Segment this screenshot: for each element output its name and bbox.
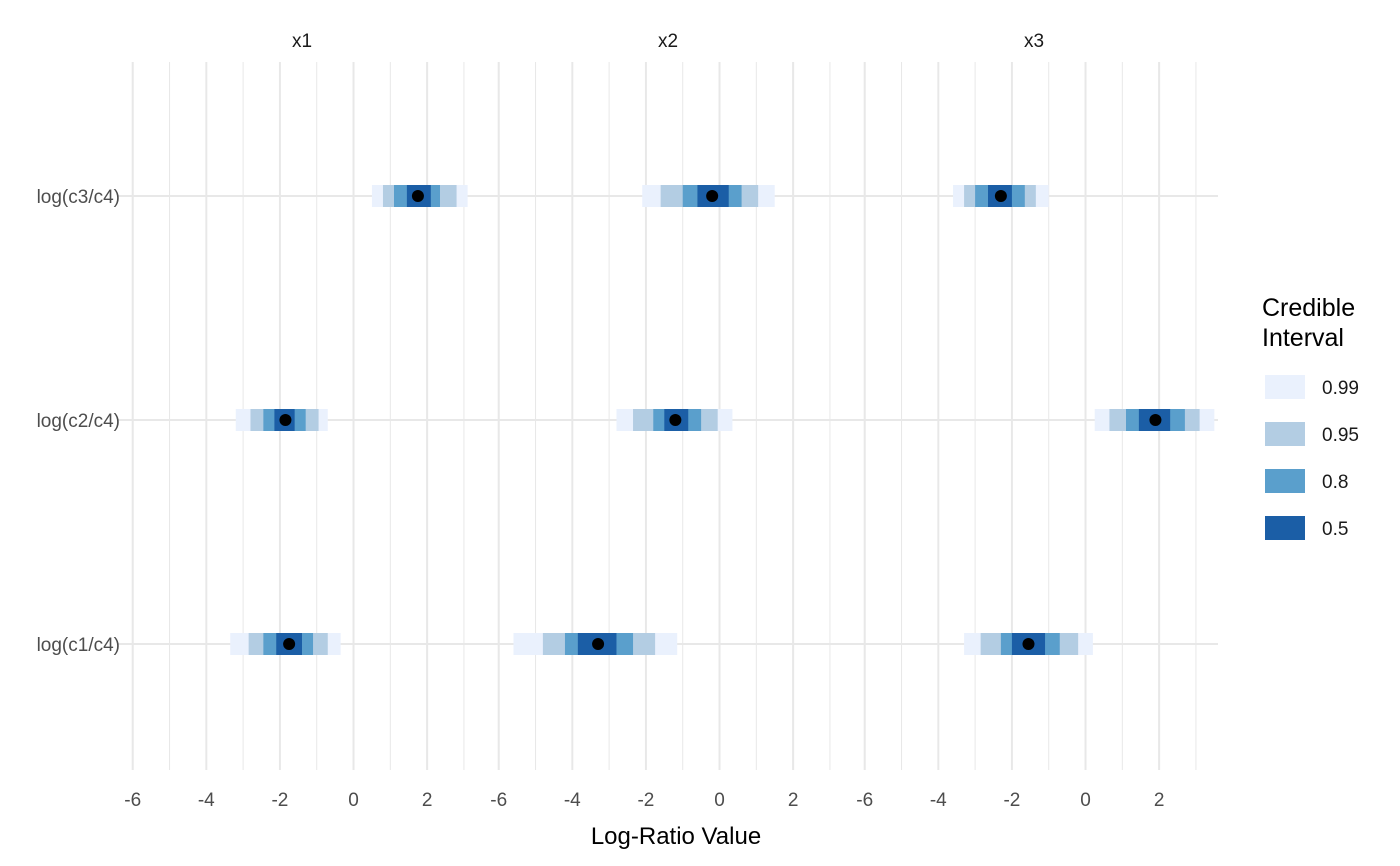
legend-label: 0.99 — [1322, 378, 1359, 399]
y-axis: log(c3/c4) log(c2/c4) log(c1/c4) — [37, 187, 120, 656]
legend-label: 0.5 — [1322, 519, 1348, 540]
legend-item: 0.95 — [1265, 422, 1359, 446]
interval-row — [513, 633, 678, 655]
interval-row — [230, 633, 341, 655]
point-estimate — [1149, 414, 1162, 426]
point-estimate — [1022, 638, 1035, 650]
x-tick-label: -4 — [198, 790, 215, 811]
legend-swatch — [1265, 469, 1305, 493]
facet-panel-x1: x1 -6 -4 -2 0 2 — [118, 31, 486, 811]
x-tick-label: -2 — [1003, 790, 1020, 811]
x-tick-label: -2 — [637, 790, 654, 811]
facet-title: x2 — [658, 31, 678, 52]
x-tick-label: 2 — [788, 790, 799, 811]
facet-panels: x1 -6 -4 -2 0 2 x2 -6 -4 -2 0 2 x3 -6 -4 -2 0 2 — [118, 31, 1218, 811]
x-tick-label: -4 — [564, 790, 581, 811]
x-tick-label: -6 — [856, 790, 873, 811]
legend-item: 0.8 — [1265, 469, 1348, 493]
interval-row — [964, 633, 1093, 655]
x-tick-label: 2 — [1154, 790, 1165, 811]
x-tick-label: -6 — [124, 790, 141, 811]
interval-row — [371, 185, 468, 207]
point-estimate — [283, 638, 296, 650]
x-tick-label: 0 — [348, 790, 359, 811]
y-tick-label: log(c3/c4) — [37, 187, 120, 208]
legend-item: 0.99 — [1265, 375, 1359, 399]
x-tick-label: 2 — [422, 790, 433, 811]
interval-row — [616, 409, 733, 431]
facet-panel-x3: x3 -6 -4 -2 0 2 — [850, 31, 1218, 811]
facet-title: x3 — [1024, 31, 1044, 52]
legend-title: Credible — [1262, 294, 1355, 322]
point-estimate — [669, 414, 682, 426]
legend-item: 0.5 — [1265, 516, 1348, 540]
point-estimate — [411, 190, 424, 202]
legend-label: 0.8 — [1322, 472, 1348, 493]
facet-title: x1 — [292, 31, 312, 52]
legend-title: Interval — [1262, 324, 1344, 352]
interval-row — [1094, 409, 1215, 431]
y-tick-label: log(c1/c4) — [37, 635, 120, 656]
point-estimate — [706, 190, 719, 202]
x-tick-label: -2 — [271, 790, 288, 811]
x-tick-label: 0 — [1080, 790, 1091, 811]
point-estimate — [994, 190, 1007, 202]
interval-row — [642, 185, 775, 207]
y-tick-label: log(c2/c4) — [37, 411, 120, 432]
interval-row — [953, 185, 1049, 207]
x-tick-label: 0 — [714, 790, 725, 811]
x-axis-title: Log-Ratio Value — [591, 823, 761, 850]
point-estimate — [592, 638, 605, 650]
point-estimate — [279, 414, 292, 426]
legend-swatch — [1265, 516, 1305, 540]
legend-swatch — [1265, 375, 1305, 399]
x-tick-label: -6 — [490, 790, 507, 811]
interval-row — [235, 409, 328, 431]
legend-label: 0.95 — [1322, 425, 1359, 446]
legend-swatch — [1265, 422, 1305, 446]
facet-panel-x2: x2 -6 -4 -2 0 2 — [484, 31, 852, 811]
x-tick-label: -4 — [930, 790, 947, 811]
